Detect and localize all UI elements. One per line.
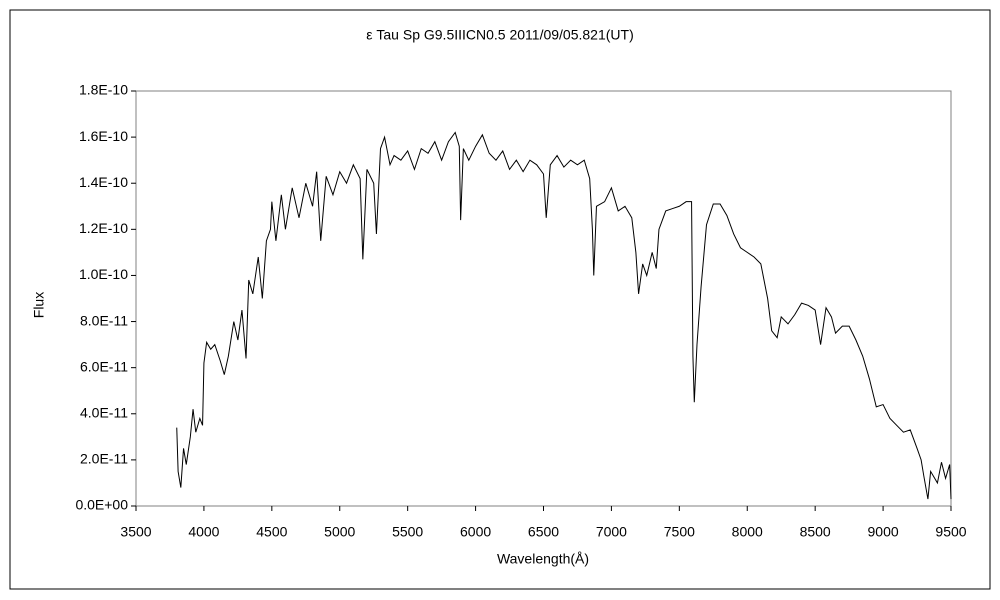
y-axis-label: Flux bbox=[31, 292, 47, 318]
x-tick-label: 7500 bbox=[664, 524, 695, 540]
y-tick-label: 1.8E-10 bbox=[79, 82, 128, 98]
y-tick-label: 1.6E-10 bbox=[79, 128, 128, 144]
x-tick-label: 9500 bbox=[935, 524, 966, 540]
y-tick-label: 1.0E-10 bbox=[79, 266, 128, 282]
chart-frame bbox=[9, 9, 991, 590]
chart-title: ε Tau Sp G9.5IIICN0.5 2011/09/05.821(UT) bbox=[366, 27, 633, 43]
y-tick-label: 6.0E-11 bbox=[80, 358, 128, 374]
x-tick-label: 3500 bbox=[120, 524, 151, 540]
y-tick-label: 2.0E-11 bbox=[80, 451, 128, 467]
x-tick-label: 6500 bbox=[528, 524, 559, 540]
y-tick-label: 1.2E-10 bbox=[79, 220, 128, 236]
y-tick-label: 4.0E-11 bbox=[80, 404, 128, 420]
y-tick-label: 0.0E+00 bbox=[75, 497, 128, 513]
x-tick-label: 8000 bbox=[732, 524, 763, 540]
x-tick-label: 4500 bbox=[256, 524, 287, 540]
x-tick-label: 6000 bbox=[460, 524, 491, 540]
y-tick-label: 8.0E-11 bbox=[80, 312, 128, 328]
x-tick-label: 5000 bbox=[324, 524, 355, 540]
x-tick-label: 8500 bbox=[800, 524, 831, 540]
x-tick-label: 5500 bbox=[392, 524, 423, 540]
x-tick-label: 4000 bbox=[188, 524, 219, 540]
x-tick-label: 9000 bbox=[868, 524, 899, 540]
spectrum-line bbox=[176, 131, 952, 500]
x-axis-label: Wavelength(Å) bbox=[497, 551, 589, 567]
y-tick-label: 1.4E-10 bbox=[79, 174, 128, 190]
x-tick-label: 7000 bbox=[596, 524, 627, 540]
